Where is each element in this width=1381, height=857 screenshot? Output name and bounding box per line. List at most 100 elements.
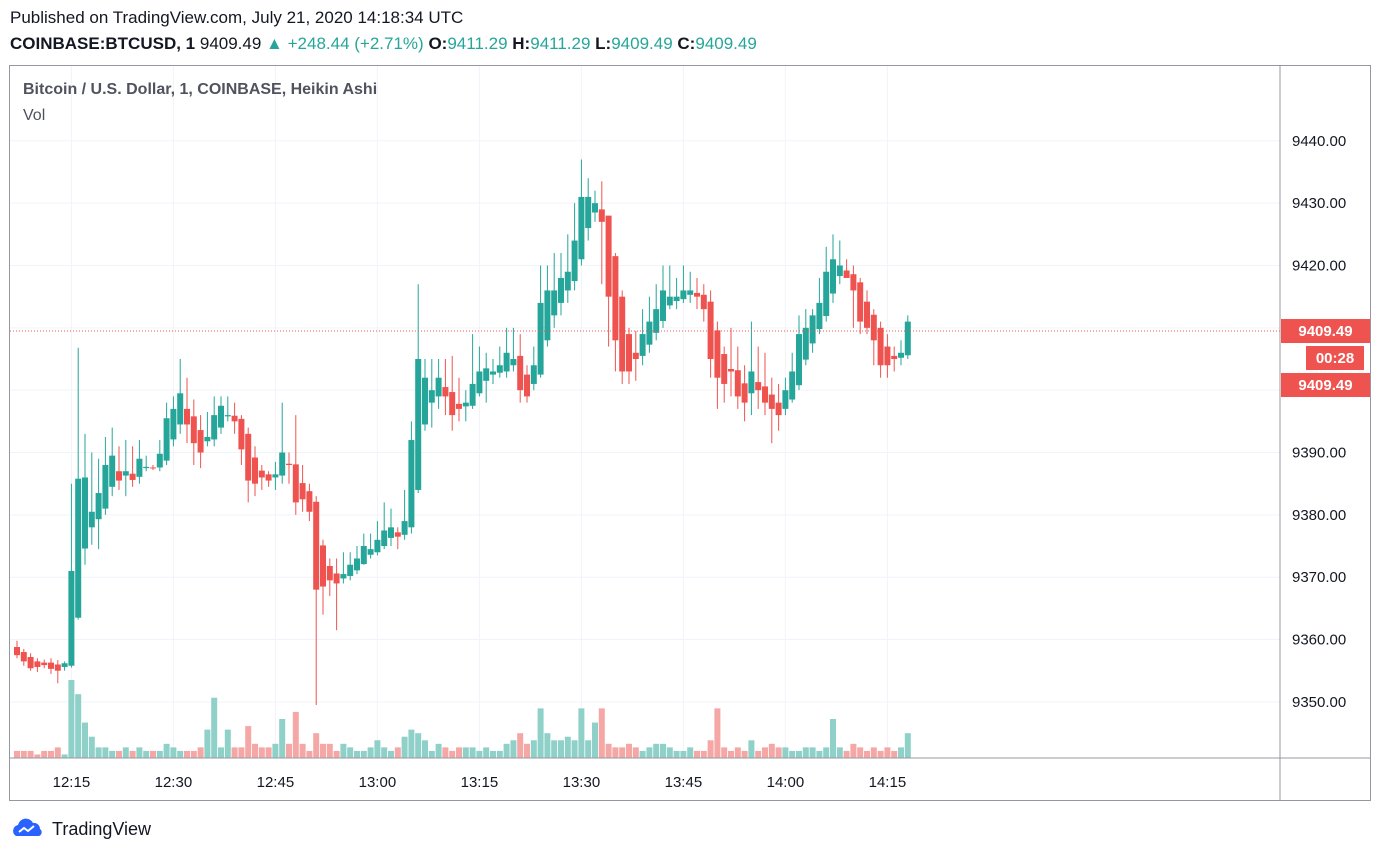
price-tick-label: 9440.00 [1292, 133, 1346, 150]
last-price: 9409.49 [199, 34, 262, 53]
candle-body [150, 467, 156, 469]
volume-bar [904, 733, 911, 758]
candle-body [857, 282, 864, 322]
candle-body [816, 302, 823, 330]
candle-body [707, 301, 714, 360]
volume-bar [823, 747, 830, 758]
volume-bar [442, 747, 449, 758]
volume-bar [88, 736, 95, 758]
volume-bar [401, 736, 408, 758]
candle-body [428, 390, 435, 403]
last-price-tag: 9409.49 00:28 9409.49 [1281, 319, 1370, 398]
volume-bar [619, 747, 626, 758]
volume-bar [381, 747, 388, 758]
chart-frame[interactable] [9, 65, 1371, 801]
countdown-tag-text: 00:28 [1316, 350, 1354, 367]
candle-body [388, 527, 394, 538]
candle-body [830, 259, 836, 294]
candle-body [449, 392, 456, 416]
tradingview-cloud-icon [13, 818, 42, 836]
candle-body [116, 471, 122, 481]
volume-bar [836, 747, 843, 758]
volume-bar [564, 736, 571, 758]
volume-bar [483, 747, 490, 758]
time-tick-label: 13:00 [359, 774, 397, 791]
candle-body [354, 558, 360, 571]
candle-body [612, 256, 619, 341]
volume-bar [190, 750, 197, 758]
volume-bar [782, 747, 789, 758]
candle-body [170, 408, 177, 440]
volume-bar [449, 750, 456, 758]
volume-bar [660, 743, 666, 758]
candle-body [626, 334, 632, 372]
candle-body [850, 274, 857, 291]
price-tick-label: 9430.00 [1292, 195, 1346, 212]
candle-body [75, 478, 82, 618]
volume-bar [598, 708, 605, 758]
open-value: 9411.29 [447, 34, 508, 53]
candle-body [143, 466, 150, 469]
volume-bar [537, 708, 544, 758]
volume-bar [680, 750, 687, 758]
candle-body [41, 662, 48, 666]
volume-bar [170, 747, 177, 758]
volume-bar [320, 743, 326, 758]
volume-bar [360, 750, 367, 758]
volume-bar [54, 747, 61, 758]
time-tick-label: 13:15 [461, 774, 499, 791]
volume-bar [408, 729, 415, 758]
candle-body [374, 539, 381, 553]
volume-bar [258, 747, 265, 758]
volume-bar [476, 750, 483, 758]
candle-body [82, 477, 88, 549]
candle-body [789, 371, 796, 400]
volume-bar [204, 729, 211, 758]
volume-bar [422, 740, 428, 758]
time-tick-label: 14:00 [767, 774, 805, 791]
volume-bar [252, 743, 258, 758]
candle-body [456, 403, 462, 409]
volume-bar [748, 740, 755, 758]
volume-bar [673, 750, 680, 758]
volume-bar [224, 729, 231, 758]
candle-body [136, 458, 143, 477]
volume-bar [456, 747, 462, 758]
quote-line: COINBASE:BTCUSD, 1 9409.49 ▲ +248.44 (+2… [10, 34, 757, 54]
time-tick-label: 14:15 [869, 774, 907, 791]
volume-bar [714, 708, 721, 758]
volume-bar [68, 680, 75, 758]
volume-bar [802, 747, 809, 758]
candle-body [292, 464, 299, 503]
volume-bar [653, 743, 660, 758]
volume-bar [517, 733, 524, 758]
volume-bar [768, 743, 775, 758]
candle-body [88, 511, 95, 528]
candle-body [524, 374, 530, 397]
candle-body [687, 290, 694, 295]
volume-bar [394, 747, 401, 758]
candle-body [762, 386, 768, 403]
volume-bar [299, 743, 306, 758]
candle-body [204, 436, 211, 442]
published-caption: Published on TradingView.com, July 21, 2… [10, 8, 464, 27]
volume-bar [469, 747, 476, 758]
symbol-label: COINBASE:BTCUSD, 1 [10, 34, 196, 53]
volume-bar [354, 750, 360, 758]
candle-body [129, 473, 136, 480]
candle-body [714, 330, 721, 378]
candle-body [823, 271, 830, 316]
candle-body [864, 301, 870, 328]
volume-bar [428, 750, 435, 758]
candles [14, 159, 911, 706]
candle-body [197, 430, 204, 453]
volume-bar [551, 740, 558, 758]
volume-bar [347, 747, 354, 758]
volume-bar [20, 750, 27, 758]
tradingview-logo[interactable]: TradingView [10, 818, 151, 840]
candle-body [415, 359, 422, 490]
candle-body [360, 546, 367, 565]
volume-legend: Vol [23, 107, 46, 124]
candle-body [14, 647, 20, 656]
